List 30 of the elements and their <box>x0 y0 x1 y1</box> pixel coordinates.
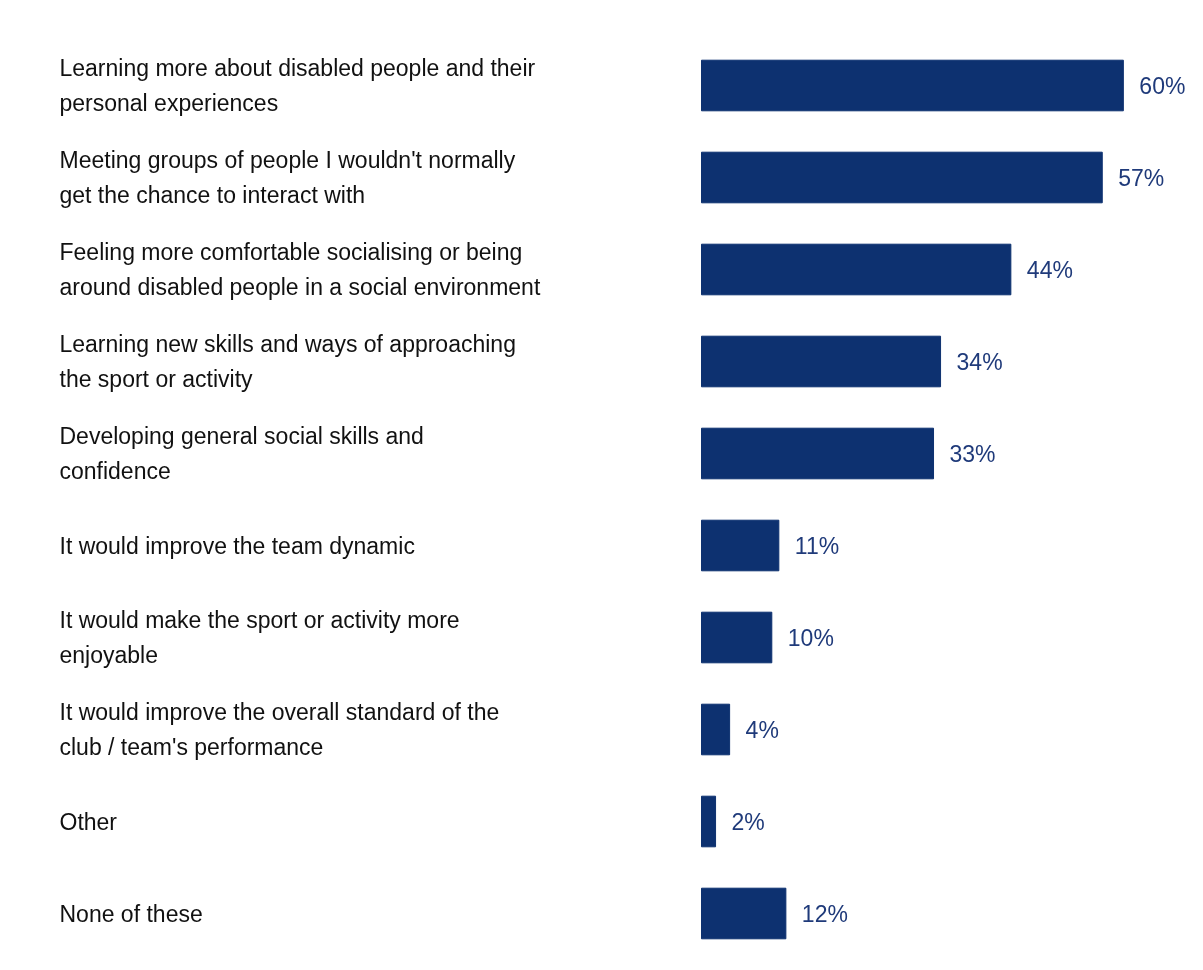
bar <box>701 703 731 756</box>
bar <box>701 887 787 940</box>
y-tick-label: It would make the sport or activity more enjoyable <box>59 606 460 669</box>
data-label: 57% <box>1118 164 1165 191</box>
bar <box>701 795 717 848</box>
bar <box>701 611 773 664</box>
y-tick-label: Learning more about disabled people and their personal experiences <box>59 54 536 117</box>
y-tick-label: Learning new skills and ways of approaching the sport or activity <box>59 330 516 393</box>
y-tick-label: It would improve the overall standard of the club / team's performance <box>59 698 500 761</box>
bar <box>701 59 1124 112</box>
y-tick-label: Other <box>59 808 118 835</box>
bar <box>701 519 780 572</box>
data-label: 11% <box>794 532 840 559</box>
data-label: 4% <box>745 716 779 743</box>
y-tick-label: Meeting groups of people I wouldn't normally get the chance to interact with <box>59 146 516 209</box>
data-label: 10% <box>787 624 834 651</box>
bar <box>701 243 1012 296</box>
y-tick-label: Feeling more comfortable socialising or being around disabled people in a social environment <box>59 238 541 301</box>
bar <box>701 151 1103 204</box>
data-label: 44% <box>1026 256 1073 283</box>
y-tick-label: It would improve the team dynamic <box>59 532 415 559</box>
data-label: 60% <box>1139 72 1186 99</box>
bar <box>701 335 942 388</box>
bar <box>701 427 935 480</box>
y-tick-label: None of these <box>59 900 203 927</box>
y-tick-label: Developing general social skills and confidence <box>59 422 424 485</box>
data-label: 2% <box>731 808 765 835</box>
data-label: 33% <box>949 440 996 467</box>
data-label: 12% <box>801 900 848 927</box>
data-label: 34% <box>956 348 1003 375</box>
